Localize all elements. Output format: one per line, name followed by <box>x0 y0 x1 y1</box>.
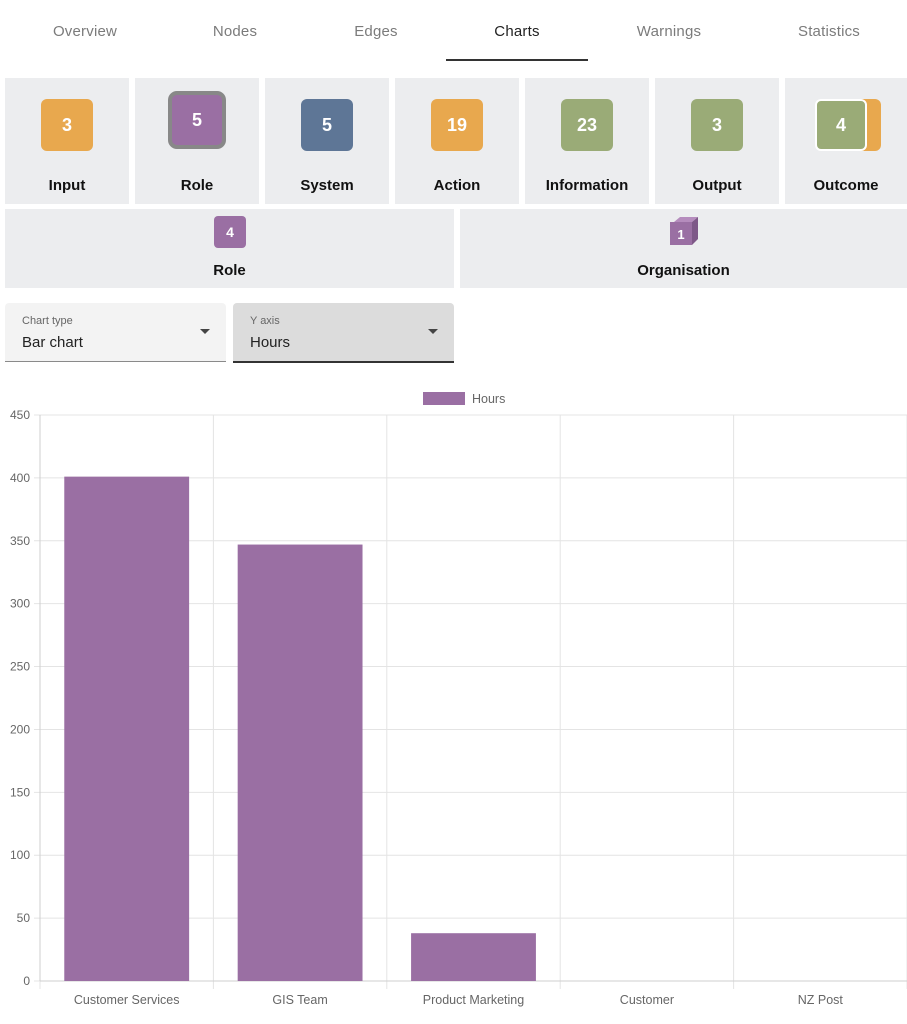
y-tick-label: 0 <box>23 974 30 988</box>
y-tick-label: 350 <box>10 534 30 548</box>
node-card-label: Outcome <box>813 177 879 194</box>
y-tick-label: 200 <box>10 722 30 736</box>
legend-swatch <box>423 392 465 405</box>
bar <box>237 544 363 981</box>
bar <box>64 476 190 981</box>
node-card-label: Role <box>180 177 214 194</box>
x-tick-label: Customer Services <box>74 993 180 1007</box>
outcome-node-icon: 4 <box>815 99 867 151</box>
group-card-label: Role <box>213 262 246 279</box>
node-card-label: Input <box>48 177 86 194</box>
y-tick-label: 450 <box>10 408 30 422</box>
node-card-system[interactable]: 5 System <box>265 78 389 204</box>
information-node-icon: 23 <box>561 99 613 151</box>
dropdown-arrow-icon[interactable] <box>200 329 210 334</box>
y-tick-label: 50 <box>17 911 31 925</box>
tab-overview[interactable]: Overview <box>52 22 118 40</box>
chart-type-select[interactable]: Chart type Bar chart <box>5 303 226 362</box>
node-card-label: Action <box>433 177 481 194</box>
x-tick-label: NZ Post <box>798 993 844 1007</box>
node-card-label: Information <box>545 177 629 194</box>
x-tick-label: Product Marketing <box>423 993 524 1007</box>
node-card-input[interactable]: 3 Input <box>5 78 129 204</box>
tab-edges[interactable]: Edges <box>354 22 398 40</box>
group-card-organisation[interactable]: 1 Organisation <box>460 209 907 288</box>
node-card-role[interactable]: 5 Role <box>135 78 259 204</box>
y-tick-label: 400 <box>10 471 30 485</box>
chart-type-label: Chart type <box>22 315 73 327</box>
bar-chart: 0 50 100 150 200 250 300 350 400 450 Customer Serv… <box>10 392 907 1007</box>
action-node-icon: 19 <box>431 99 483 151</box>
y-tick-label: 100 <box>10 848 30 862</box>
bar <box>411 933 536 981</box>
node-card-output[interactable]: 3 Output <box>655 78 779 204</box>
y-axis-label: Y axis <box>250 315 280 327</box>
role-node-icon: 5 <box>168 91 226 149</box>
node-card-outcome[interactable]: 4 Outcome <box>785 78 907 204</box>
group-card-role[interactable]: 4 Role <box>5 209 454 288</box>
square-icon: 4 <box>214 216 246 248</box>
cube-icon: 1 <box>670 217 698 245</box>
y-axis-select[interactable]: Y axis Hours <box>233 303 454 363</box>
organisation-count: 1 <box>677 227 684 242</box>
active-tab-indicator <box>446 59 588 61</box>
x-tick-label: GIS Team <box>272 993 327 1007</box>
node-card-action[interactable]: 19 Action <box>395 78 519 204</box>
y-tick-label: 300 <box>10 597 30 611</box>
dropdown-arrow-icon[interactable] <box>428 329 438 334</box>
node-card-information[interactable]: 23 Information <box>525 78 649 204</box>
output-node-icon: 3 <box>691 99 743 151</box>
node-card-label: Output <box>692 177 742 194</box>
y-tick-label: 250 <box>10 660 30 674</box>
legend-label: Hours <box>472 392 505 406</box>
x-tick-label: Customer <box>620 993 674 1007</box>
y-axis-value: Hours <box>250 334 291 351</box>
tab-charts[interactable]: Charts <box>494 22 540 40</box>
chart-type-value: Bar chart <box>22 334 83 351</box>
system-node-icon: 5 <box>301 99 353 151</box>
input-node-icon: 3 <box>41 99 93 151</box>
tab-nodes[interactable]: Nodes <box>212 22 258 40</box>
tab-statistics[interactable]: Statistics <box>797 22 860 40</box>
y-tick-label: 150 <box>10 785 30 799</box>
node-card-label: System <box>300 177 354 194</box>
group-card-label: Organisation <box>637 262 730 279</box>
tab-warnings[interactable]: Warnings <box>636 22 702 40</box>
tab-bar: Overview Nodes Edges Charts Warnings Sta… <box>0 0 907 62</box>
